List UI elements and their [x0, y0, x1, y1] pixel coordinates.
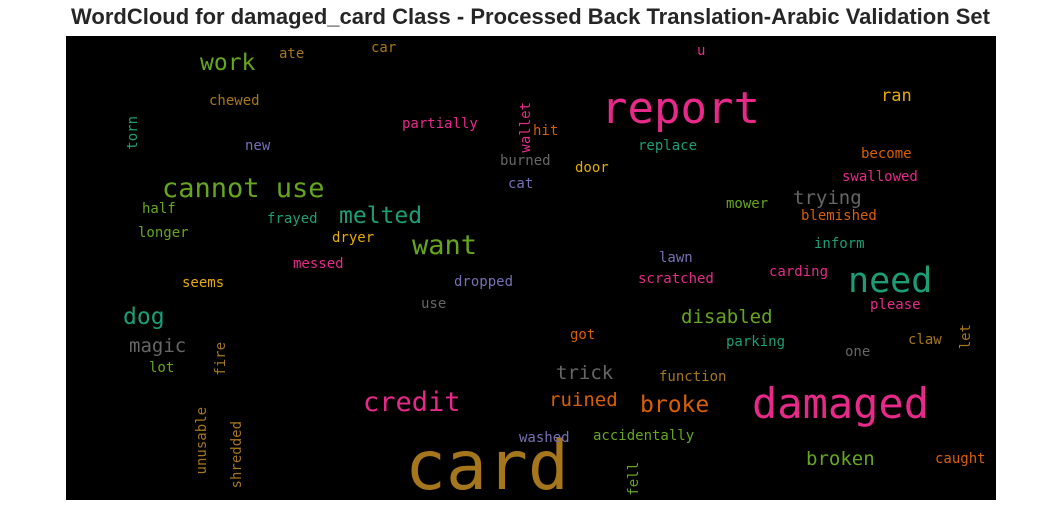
- word-mower: mower: [726, 196, 768, 212]
- word-wallet: wallet: [518, 102, 534, 153]
- word-disabled: disabled: [681, 306, 773, 328]
- word-lawn: lawn: [659, 250, 693, 266]
- word-ate: ate: [279, 46, 304, 62]
- word-chewed: chewed: [209, 93, 260, 109]
- word-damaged: damaged: [752, 379, 929, 428]
- word-work: work: [200, 50, 256, 76]
- word-dog: dog: [123, 304, 165, 330]
- word-lot: lot: [149, 360, 174, 376]
- word-new: new: [245, 138, 271, 154]
- chart-title: WordCloud for damaged_card Class - Proce…: [71, 4, 990, 29]
- word-carding: carding: [769, 264, 828, 280]
- word-swallowed: swallowed: [842, 169, 918, 185]
- word-want: want: [412, 230, 477, 261]
- word-got: got: [570, 327, 595, 343]
- word-become: become: [861, 146, 912, 162]
- word-car: car: [371, 40, 396, 56]
- word-caught: caught: [935, 451, 986, 467]
- words-layer: card report damaged need cannot use want credi…: [123, 40, 986, 500]
- word-claw: claw: [908, 332, 942, 348]
- word-ruined: ruined: [549, 389, 618, 411]
- word-melted: melted: [339, 203, 422, 229]
- wordcloud-canvas: card report damaged need cannot use want credi…: [66, 36, 996, 500]
- word-function: function: [659, 369, 726, 385]
- word-credit: credit: [363, 387, 461, 418]
- word-dryer: dryer: [332, 230, 374, 246]
- word-need: need: [848, 261, 932, 301]
- word-u: u: [697, 43, 705, 59]
- word-dropped: dropped: [454, 274, 513, 290]
- wordcloud-background: [66, 36, 996, 500]
- word-accidentally: accidentally: [593, 428, 694, 444]
- word-cat: cat: [508, 176, 533, 192]
- word-door: door: [575, 160, 609, 176]
- word-blemished: blemished: [801, 208, 877, 224]
- word-one: one: [845, 344, 870, 360]
- word-fire: fire: [213, 342, 229, 376]
- word-card: card: [405, 427, 569, 500]
- word-replace: replace: [638, 138, 697, 154]
- word-cannot-use: cannot use: [162, 173, 325, 204]
- word-frayed: frayed: [267, 211, 318, 227]
- word-let: let: [958, 324, 974, 349]
- word-scratched: scratched: [638, 271, 714, 287]
- word-please: please: [870, 297, 921, 313]
- word-partially: partially: [402, 116, 478, 132]
- word-inform: inform: [814, 236, 865, 252]
- word-unusable: unusable: [194, 407, 210, 474]
- word-report: report: [601, 83, 760, 134]
- word-trying: trying: [793, 187, 862, 209]
- word-torn: torn: [125, 116, 141, 150]
- word-seems: seems: [182, 275, 224, 291]
- word-broke: broke: [640, 392, 709, 418]
- word-washed: washed: [519, 430, 570, 446]
- word-burned: burned: [500, 153, 551, 169]
- word-broken: broken: [806, 448, 875, 470]
- word-shredded: shredded: [229, 421, 245, 488]
- word-use: use: [421, 296, 446, 312]
- word-magic: magic: [129, 335, 186, 357]
- word-fell: fell: [626, 462, 642, 496]
- word-longer: longer: [138, 225, 189, 241]
- word-ran: ran: [881, 86, 912, 106]
- word-hit: hit: [533, 123, 558, 139]
- word-messed: messed: [293, 256, 344, 272]
- word-trick: trick: [556, 362, 614, 384]
- word-half: half: [142, 201, 176, 217]
- word-parking: parking: [726, 334, 785, 350]
